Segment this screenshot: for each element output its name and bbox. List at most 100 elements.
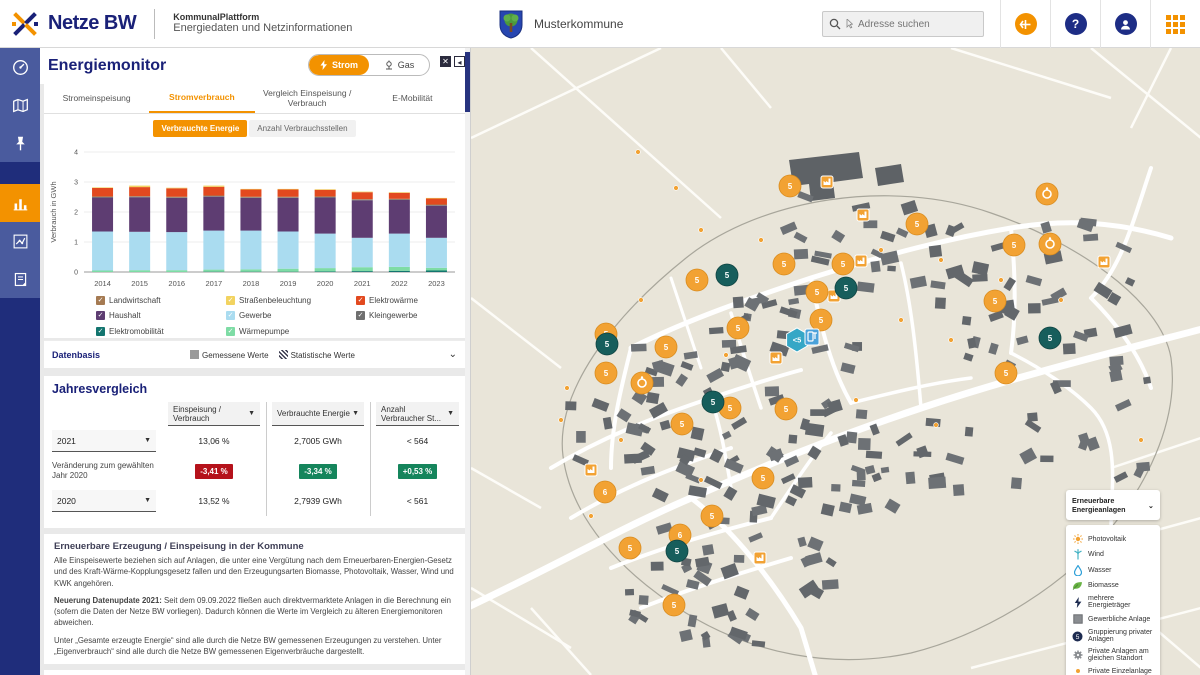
map-marker-o[interactable]: 5 xyxy=(831,252,855,276)
map-marker-dot[interactable] xyxy=(898,317,904,323)
map-marker-sq[interactable] xyxy=(584,463,598,477)
map-marker-dot[interactable] xyxy=(933,422,939,428)
apps-button[interactable] xyxy=(1150,0,1200,48)
sidebar-item-report[interactable] xyxy=(0,260,40,298)
map-marker-o[interactable]: 5 xyxy=(618,536,642,560)
map-marker-o[interactable]: 5 xyxy=(662,593,686,617)
map-marker-o[interactable]: 5 xyxy=(983,289,1007,313)
map-marker-chg[interactable] xyxy=(804,328,820,346)
column-dropdown-anzahl[interactable]: Anzahl Verbraucher St... ▼ xyxy=(376,402,459,426)
map-marker-dot[interactable] xyxy=(698,227,704,233)
map-marker-o[interactable]: 5 xyxy=(594,361,618,385)
chevron-down-icon[interactable]: ⌄ xyxy=(448,349,457,360)
map-marker-dot[interactable] xyxy=(588,513,594,519)
map-legend-item-circle-5[interactable]: 5 Gruppierung privater Anlagen xyxy=(1072,629,1154,643)
map-marker-or[interactable] xyxy=(630,371,654,395)
subtab-verbrauchte-energie[interactable]: Verbrauchte Energie xyxy=(153,119,248,137)
column-dropdown-verbrauchte-energie[interactable]: Verbrauchte Energie ▼ xyxy=(272,402,364,426)
map-marker-or[interactable] xyxy=(1035,182,1059,206)
map-marker-dot[interactable] xyxy=(1138,437,1144,443)
map-marker-dot[interactable] xyxy=(564,385,570,391)
column-dropdown-einspeisung[interactable]: Einspeisung / Verbrauch ▼ xyxy=(168,402,260,426)
map-marker-or[interactable] xyxy=(1038,232,1062,256)
map-marker-sq[interactable] xyxy=(753,551,767,565)
help-button[interactable]: ? xyxy=(1050,0,1100,48)
map-marker-dot[interactable] xyxy=(558,417,564,423)
map-legend-item-leaf[interactable]: Biomasse xyxy=(1072,581,1154,590)
map-marker-o[interactable]: 5 xyxy=(654,335,678,359)
map-marker-o[interactable]: 5 xyxy=(685,268,709,292)
legend-item-wrmepumpe[interactable]: ✓ Wärmepumpe xyxy=(226,326,290,336)
map-marker-sq[interactable] xyxy=(820,175,834,189)
map-marker-dot[interactable] xyxy=(998,277,1004,283)
map-tools-button[interactable] xyxy=(1000,0,1050,48)
map-marker-tc[interactable]: 5 xyxy=(595,332,619,356)
panel-scrollbar[interactable] xyxy=(465,48,470,675)
map-legend-item-turbine[interactable]: Wind xyxy=(1072,549,1154,560)
map-legend-item-gear[interactable]: Private Anlagen am gleichen Standort xyxy=(1072,648,1154,662)
legend-item-haushalt[interactable]: ✓ Haushalt xyxy=(96,311,141,321)
map-marker-o[interactable]: 5 xyxy=(751,466,775,490)
map-marker-o[interactable]: 5 xyxy=(772,252,796,276)
map-legend-item-sun[interactable]: Photovoltaik xyxy=(1072,534,1154,544)
map-legend-item-gray-square[interactable]: Gewerbliche Anlage xyxy=(1072,614,1154,624)
search-input[interactable] xyxy=(858,18,968,30)
map-marker-o[interactable]: 5 xyxy=(1002,233,1026,257)
map-marker-tc[interactable]: 5 xyxy=(1038,326,1062,350)
address-search[interactable] xyxy=(822,11,984,37)
map-marker-dot[interactable] xyxy=(948,337,954,343)
subtab-anzahl-verbrauchsstellen[interactable]: Anzahl Verbrauchsstellen xyxy=(249,119,356,137)
legend-item-kleingewerbe[interactable]: ✓ Kleingewerbe xyxy=(356,311,418,321)
legend-item-elektromobilitt[interactable]: ✓ Elektromobilität xyxy=(96,326,164,336)
year-select-top[interactable]: 2021 ▼ xyxy=(52,430,156,452)
map-marker-dot[interactable] xyxy=(673,185,679,191)
map-legend-item-bolt[interactable]: mehrere Energieträger xyxy=(1072,595,1154,609)
map-marker-dot[interactable] xyxy=(758,237,764,243)
tab-emobilitaet[interactable]: E-Mobilität xyxy=(392,92,433,103)
map-area[interactable]: 5 5 5 5 5 5 5 5 5 5 5 5 5 5 5 5 5 5 5 5 5 6 6 5 5 5 5 5 5 <5 Erneuerb… xyxy=(470,48,1200,675)
map-marker-o[interactable]: 5 xyxy=(726,316,750,340)
year-select-bottom[interactable]: 2020 ▼ xyxy=(52,490,156,512)
map-marker-o[interactable]: 5 xyxy=(905,212,929,236)
map-marker-dot[interactable] xyxy=(698,477,704,483)
strom-toggle[interactable]: Strom xyxy=(309,55,369,75)
legend-item-gewerbe[interactable]: ✓ Gewerbe xyxy=(226,311,272,321)
map-marker-dot[interactable] xyxy=(618,437,624,443)
gas-toggle[interactable]: Gas xyxy=(369,55,429,75)
map-marker-tc[interactable]: 5 xyxy=(665,539,689,563)
collapse-panel-icon[interactable]: ◂ xyxy=(454,56,465,67)
map-marker-dot[interactable] xyxy=(723,352,729,358)
map-marker-dot[interactable] xyxy=(853,397,859,403)
map-marker-o[interactable]: 5 xyxy=(809,308,833,332)
map-marker-sq[interactable] xyxy=(1097,255,1111,269)
close-panel-icon[interactable]: ✕ xyxy=(440,56,451,67)
map-marker-o[interactable]: 5 xyxy=(778,174,802,198)
legend-item-elektrowrme[interactable]: ✓ Elektrowärme xyxy=(356,296,418,306)
map-marker-o[interactable]: 5 xyxy=(670,412,694,436)
map-marker-dot[interactable] xyxy=(635,149,641,155)
map-marker-tc[interactable]: 5 xyxy=(701,390,725,414)
map-marker-dot[interactable] xyxy=(638,297,644,303)
map-legend-item-dot[interactable]: Private Einzelanlage xyxy=(1072,667,1154,675)
tab-stromverbrauch[interactable]: Stromverbrauch xyxy=(149,84,255,113)
sidebar-item-analysis[interactable] xyxy=(0,222,40,260)
tab-vergleich[interactable]: Vergleich Einspeisung / Verbrauch xyxy=(262,87,352,108)
map-marker-sq[interactable] xyxy=(769,351,783,365)
markers-layer[interactable]: 55555555555555555555566555555<5 xyxy=(558,149,1144,617)
map-marker-o[interactable]: 5 xyxy=(774,397,798,421)
map-marker-dot[interactable] xyxy=(878,247,884,253)
sidebar-item-dashboard[interactable] xyxy=(0,48,40,86)
map-marker-o[interactable]: 5 xyxy=(700,504,724,528)
map-legend-item-droplet[interactable]: Wasser xyxy=(1072,565,1154,576)
map-marker-tc[interactable]: 5 xyxy=(715,263,739,287)
sidebar-item-energiemonitor[interactable] xyxy=(0,184,40,222)
map-marker-sq[interactable] xyxy=(854,254,868,268)
map-marker-sq[interactable] xyxy=(856,208,870,222)
tab-stromeinspeisung[interactable]: Stromeinspeisung xyxy=(62,92,131,103)
account-button[interactable] xyxy=(1100,0,1150,48)
legend-item-landwirtschaft[interactable]: ✓ Landwirtschaft xyxy=(96,296,161,306)
map-legend-section-0[interactable]: Erneuerbare Energieanlagen ⌄ xyxy=(1072,496,1154,514)
map-marker-o[interactable]: 6 xyxy=(593,480,617,504)
map-marker-dot[interactable] xyxy=(938,257,944,263)
sidebar-item-pins[interactable] xyxy=(0,124,40,162)
